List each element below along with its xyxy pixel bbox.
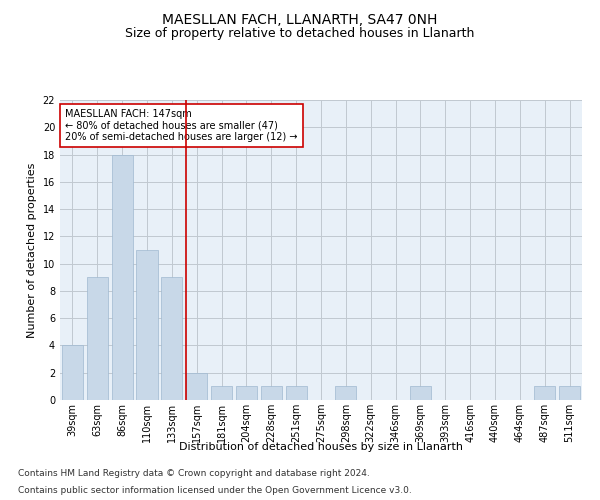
Bar [286, 386, 307, 400]
Bar [186, 372, 207, 400]
Bar [559, 386, 580, 400]
Text: Contains public sector information licensed under the Open Government Licence v3: Contains public sector information licen… [18, 486, 412, 495]
Bar [62, 346, 83, 400]
Bar [87, 278, 108, 400]
Y-axis label: Number of detached properties: Number of detached properties [27, 162, 37, 338]
Bar [236, 386, 257, 400]
Bar [136, 250, 158, 400]
Bar [112, 154, 133, 400]
Text: Contains HM Land Registry data © Crown copyright and database right 2024.: Contains HM Land Registry data © Crown c… [18, 468, 370, 477]
Bar [534, 386, 555, 400]
Text: Distribution of detached houses by size in Llanarth: Distribution of detached houses by size … [179, 442, 463, 452]
Bar [335, 386, 356, 400]
Text: Size of property relative to detached houses in Llanarth: Size of property relative to detached ho… [125, 28, 475, 40]
Text: MAESLLAN FACH, LLANARTH, SA47 0NH: MAESLLAN FACH, LLANARTH, SA47 0NH [163, 12, 437, 26]
Bar [211, 386, 232, 400]
Bar [410, 386, 431, 400]
Bar [261, 386, 282, 400]
Text: MAESLLAN FACH: 147sqm
← 80% of detached houses are smaller (47)
20% of semi-deta: MAESLLAN FACH: 147sqm ← 80% of detached … [65, 109, 298, 142]
Bar [161, 278, 182, 400]
